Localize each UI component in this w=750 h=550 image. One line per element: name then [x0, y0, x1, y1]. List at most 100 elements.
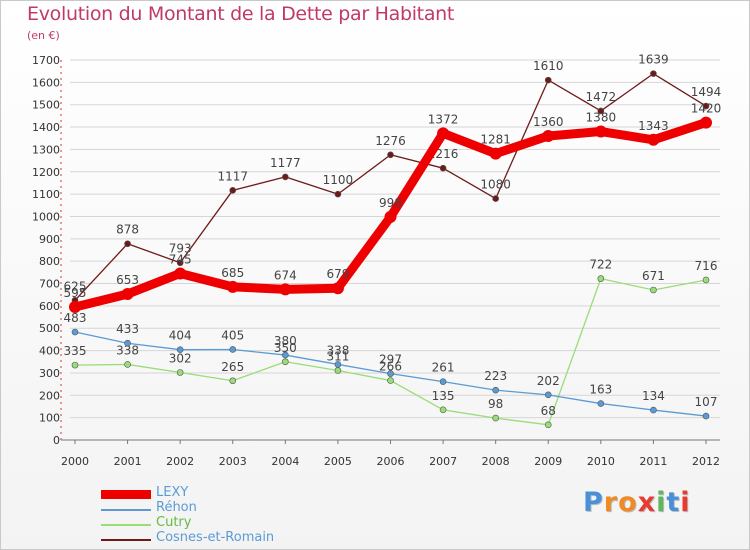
data-label: 483 [64, 311, 87, 325]
data-point [331, 282, 344, 295]
data-point [597, 400, 605, 407]
data-label: 350 [274, 341, 297, 355]
data-point [71, 361, 79, 369]
y-tick-label: 300 [39, 367, 60, 380]
x-tick-label: 2011 [639, 455, 667, 468]
logo-letter: i [680, 487, 691, 518]
logo-letter: x [637, 487, 657, 518]
data-label: 1472 [586, 90, 617, 104]
data-point [69, 301, 81, 313]
legend-label: Cutry [156, 515, 192, 530]
data-label: 134 [642, 389, 665, 403]
data-point [124, 361, 131, 368]
data-point [437, 127, 450, 140]
x-tick-label: 2001 [114, 455, 142, 468]
y-tick-label: 800 [39, 255, 60, 268]
data-label: 793 [169, 242, 192, 256]
chart-title: Evolution du Montant de la Dette par Hab… [27, 3, 455, 25]
y-tick-label: 200 [39, 389, 60, 402]
data-point [229, 346, 237, 353]
y-tick-label: 500 [39, 322, 60, 335]
logo-letter: t [666, 487, 681, 518]
data-label: 261 [432, 361, 455, 375]
y-tick-label: 1000 [32, 210, 60, 223]
data-point [702, 102, 710, 110]
data-point [174, 267, 187, 280]
x-tick-label: 2002 [166, 455, 194, 468]
data-point [594, 125, 607, 138]
x-tick-label: 2004 [271, 455, 299, 468]
data-point [439, 406, 447, 414]
data-point [650, 70, 657, 77]
data-label: 1360 [533, 115, 564, 129]
data-point [71, 328, 79, 336]
data-point [387, 151, 394, 159]
data-label: 68 [541, 404, 556, 418]
data-point [334, 361, 342, 368]
x-tick-label: 2005 [324, 455, 352, 468]
chart-subtitle: (en €) [27, 29, 60, 42]
data-point [544, 76, 552, 84]
data-label: 1177 [270, 156, 301, 170]
x-tick-label: 2003 [219, 455, 247, 468]
data-point [279, 283, 292, 296]
data-point [597, 107, 605, 115]
y-tick-label: 400 [39, 345, 60, 358]
data-label: 878 [116, 223, 139, 237]
y-tick-label: 1400 [32, 121, 60, 134]
legend-swatch [101, 509, 151, 511]
data-point [700, 116, 712, 129]
data-label: 1100 [323, 173, 354, 187]
proxiti-logo: Proxiti [583, 487, 691, 518]
data-point [650, 406, 657, 414]
y-tick-label: 100 [39, 412, 60, 425]
y-tick-label: 0 [53, 434, 60, 447]
data-label: 265 [221, 360, 244, 374]
data-label: 653 [116, 273, 139, 287]
data-point [439, 164, 447, 172]
data-label: 380 [274, 334, 297, 348]
data-point [492, 386, 499, 394]
data-label: 266 [379, 360, 402, 374]
data-label: 1372 [428, 112, 459, 126]
data-point [702, 276, 710, 284]
data-point [282, 358, 289, 366]
data-label: 202 [537, 374, 560, 388]
legend-swatch [101, 539, 151, 541]
data-label: 722 [589, 258, 612, 272]
data-point [176, 259, 184, 267]
data-point [176, 369, 184, 376]
data-label: 674 [274, 268, 297, 282]
data-point [544, 421, 552, 429]
data-label: 716 [695, 259, 718, 273]
data-point [124, 339, 131, 347]
legend-label: LEXY [156, 485, 189, 500]
data-label: 297 [379, 353, 402, 367]
data-label: 338 [116, 343, 139, 357]
data-label: 1281 [480, 133, 511, 147]
y-tick-label: 1200 [32, 166, 60, 179]
data-label: 405 [221, 328, 244, 342]
x-tick-label: 2010 [587, 455, 615, 468]
data-point [492, 414, 499, 422]
y-tick-label: 1600 [32, 76, 60, 89]
data-label: 433 [116, 322, 139, 336]
data-label: 685 [221, 266, 244, 280]
data-point [282, 173, 289, 181]
data-label: 404 [169, 329, 192, 343]
data-point [282, 351, 289, 359]
logo-letter: i [656, 487, 667, 518]
data-point [439, 378, 447, 385]
data-point [597, 275, 605, 282]
data-label: 1420 [691, 102, 722, 116]
data-label: 98 [488, 397, 503, 411]
data-point [542, 130, 555, 142]
data-point [176, 346, 184, 353]
data-label: 302 [169, 351, 192, 365]
x-tick-label: 2009 [534, 455, 562, 468]
data-point [334, 190, 342, 198]
data-label: 338 [326, 343, 349, 357]
data-label: 998 [379, 196, 402, 210]
y-tick-label: 1100 [32, 188, 60, 201]
